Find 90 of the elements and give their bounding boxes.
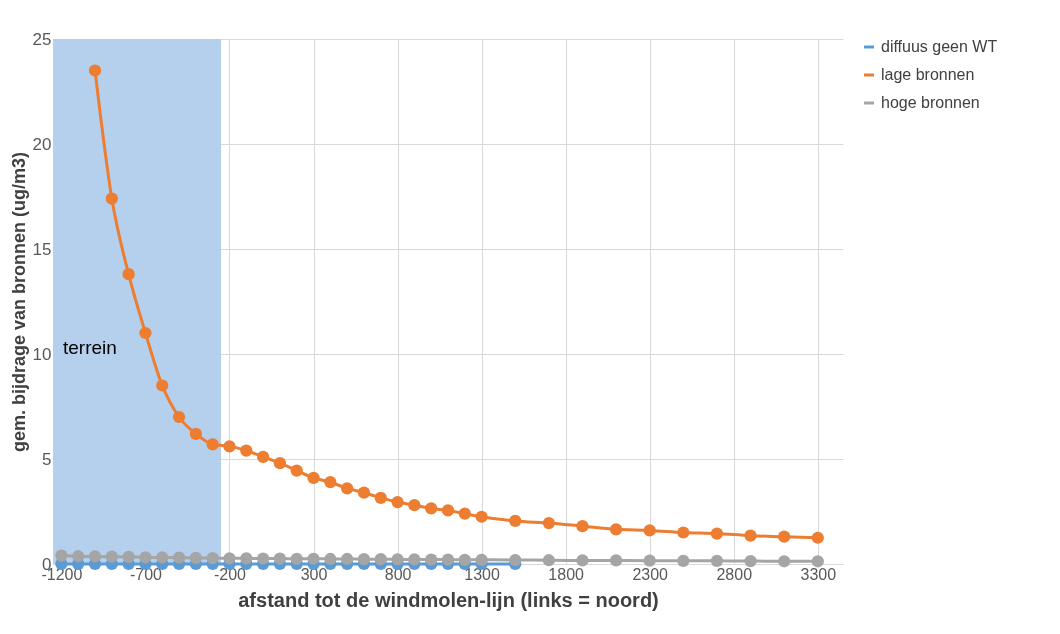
point — [744, 554, 757, 568]
point — [88, 550, 102, 563]
legend-label: diffuus geen WT — [881, 38, 998, 55]
point — [341, 552, 354, 566]
point — [189, 551, 202, 565]
point — [72, 550, 85, 563]
point — [105, 192, 118, 205]
point — [88, 64, 102, 77]
y-tick-label: 5 — [42, 449, 52, 469]
point — [609, 554, 623, 567]
point — [425, 502, 438, 515]
point — [357, 553, 371, 566]
point — [778, 530, 791, 543]
point — [290, 552, 303, 565]
point — [811, 531, 824, 544]
point — [105, 550, 118, 563]
legend-label: lage bronnen — [881, 66, 975, 83]
point — [307, 552, 320, 565]
point — [542, 554, 555, 567]
point — [189, 427, 202, 440]
point — [509, 553, 522, 567]
point — [778, 555, 791, 568]
point — [206, 552, 219, 565]
point — [458, 553, 471, 566]
point — [441, 504, 455, 517]
point — [643, 524, 656, 537]
x-tick-label: 3300 — [800, 565, 837, 583]
point — [576, 520, 589, 533]
point — [425, 553, 438, 566]
point — [223, 440, 236, 453]
point — [374, 491, 387, 504]
point — [374, 553, 387, 566]
point — [542, 516, 555, 530]
point — [576, 554, 589, 567]
point — [273, 552, 287, 565]
point — [744, 529, 757, 542]
point — [391, 553, 404, 566]
x-tick-label: -700 — [129, 565, 163, 583]
point — [172, 410, 186, 424]
point — [122, 550, 135, 563]
point — [391, 495, 404, 509]
x-axis-title: afstand tot de windmolen-lijn (links = noord) — [238, 588, 659, 611]
point — [206, 438, 219, 451]
point — [475, 553, 488, 566]
x-tick-label: 2800 — [716, 565, 753, 583]
point — [475, 510, 488, 523]
point — [156, 379, 169, 392]
point — [458, 507, 471, 520]
y-axis-title: gem. bijdrage van bronnen (ug/m3) — [8, 151, 29, 453]
x-tick-label: 2300 — [632, 565, 669, 583]
point — [509, 514, 522, 528]
point — [55, 549, 68, 562]
y-tick-label: 20 — [32, 134, 52, 154]
x-tick-label: 300 — [300, 565, 328, 583]
point — [324, 552, 337, 566]
point — [139, 326, 152, 340]
point — [677, 554, 690, 567]
band-label: terrein — [63, 337, 117, 358]
point — [307, 471, 320, 485]
point — [256, 450, 270, 464]
legend-label: hoge bronnen — [881, 94, 980, 111]
point — [122, 268, 135, 281]
point — [240, 552, 253, 565]
point — [240, 444, 253, 457]
point — [408, 553, 421, 566]
point — [609, 523, 623, 536]
point — [710, 554, 724, 567]
point — [710, 527, 724, 540]
x-tick-label: 1300 — [464, 565, 501, 583]
point — [441, 553, 455, 566]
point — [341, 482, 354, 495]
point — [273, 457, 287, 470]
x-tick-label: 800 — [384, 565, 412, 583]
point — [139, 551, 152, 564]
x-tick-label: 1800 — [548, 565, 585, 583]
point — [290, 464, 303, 477]
point — [324, 475, 337, 489]
y-tick-label: 15 — [32, 239, 52, 259]
point — [357, 486, 371, 499]
point — [156, 551, 169, 564]
point — [172, 551, 186, 564]
point — [408, 499, 421, 512]
point — [223, 552, 236, 565]
point — [677, 526, 690, 539]
point — [643, 554, 656, 567]
point — [811, 555, 824, 568]
y-tick-label: 10 — [32, 344, 52, 364]
y-tick-label: 25 — [32, 29, 52, 49]
x-tick-label: -200 — [213, 565, 247, 583]
point — [256, 552, 270, 565]
